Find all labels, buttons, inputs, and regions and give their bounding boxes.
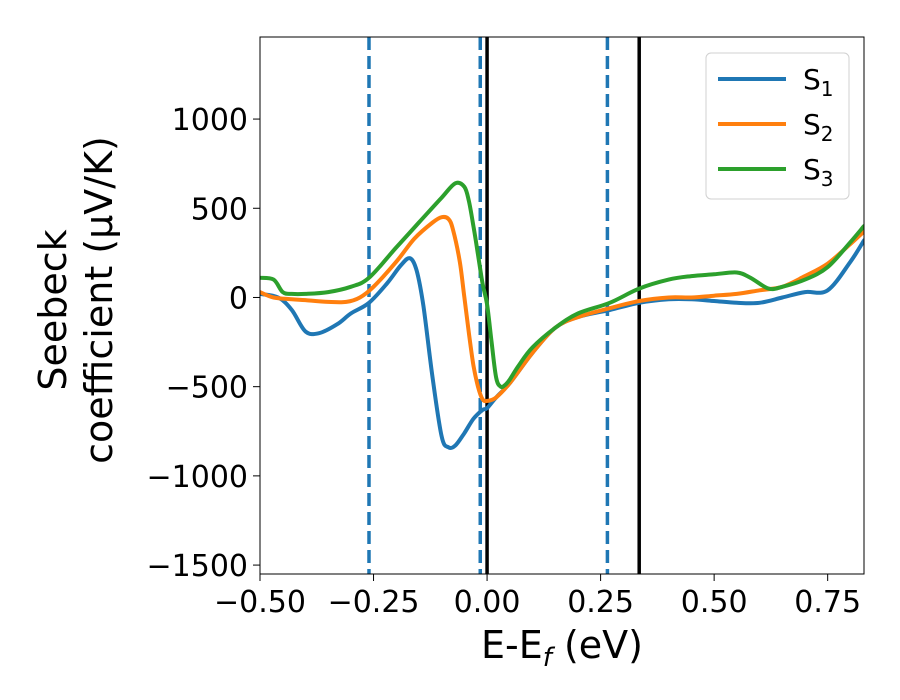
y-tick-label: −1500 xyxy=(147,549,248,584)
y-tick-label: 0 xyxy=(229,281,248,316)
y-tick-label: 500 xyxy=(191,192,248,227)
legend: S1 S2 S3 xyxy=(705,52,850,200)
x-tick-label: 0.50 xyxy=(681,585,748,620)
legend-label-s3: S3 xyxy=(803,153,834,191)
series-lines xyxy=(260,180,864,451)
series-line-s3 xyxy=(260,180,864,390)
x-axis-ticks: −0.50 −0.25 0.00 0.25 0.50 0.75 xyxy=(214,574,861,620)
y-axis-label-line-1: Seebeck xyxy=(31,229,75,390)
x-tick-label: 0.25 xyxy=(567,585,634,620)
legend-label-s2: S2 xyxy=(803,108,834,146)
x-tick-label: 0.00 xyxy=(454,585,521,620)
series-line-s2 xyxy=(260,214,864,404)
y-tick-label: −1000 xyxy=(147,460,248,495)
series-line-s1 xyxy=(260,238,864,451)
y-axis-label-line-2: coefficient (μV/K) xyxy=(77,136,121,464)
y-tick-label: −500 xyxy=(166,371,248,406)
x-tick-label: −0.25 xyxy=(328,585,420,620)
y-axis-ticks: −1500 −1000 −500 0 500 1000 xyxy=(147,103,260,584)
y-axis-label: Seebeck coefficient (μV/K) xyxy=(31,136,121,464)
x-tick-label: 0.75 xyxy=(794,585,861,620)
x-tick-label: −0.50 xyxy=(214,585,306,620)
plot-frame xyxy=(259,36,865,575)
legend-label-s1: S1 xyxy=(803,63,834,101)
x-axis-label: E-Ef (eV) xyxy=(481,623,643,673)
x-axis-label-main: E-E xyxy=(481,623,543,667)
y-tick-label: 1000 xyxy=(172,103,248,138)
x-axis-label-tail: (eV) xyxy=(552,623,643,667)
